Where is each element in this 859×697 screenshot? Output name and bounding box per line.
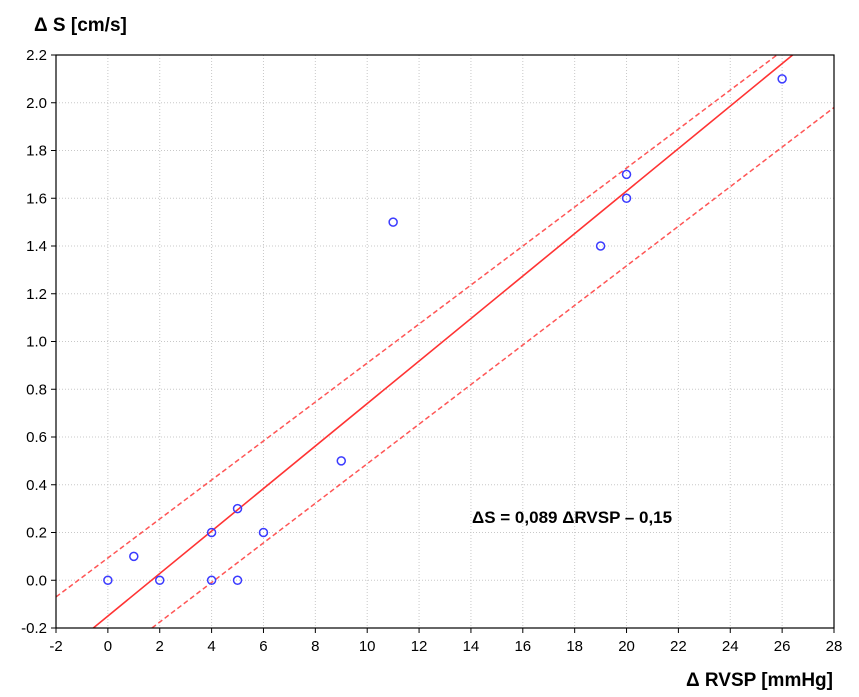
confidence-band-lower bbox=[151, 106, 834, 628]
y-tick-label: -0.2 bbox=[21, 620, 47, 637]
regression-line bbox=[92, 55, 794, 628]
confidence-band-upper bbox=[56, 55, 778, 598]
x-tick-label: 2 bbox=[156, 638, 164, 655]
x-tick-label: 10 bbox=[359, 638, 376, 655]
y-tick-label: 0.0 bbox=[26, 572, 47, 589]
y-tick-label: 0.4 bbox=[26, 477, 47, 494]
data-point bbox=[103, 575, 113, 585]
y-tick-label: 0.8 bbox=[26, 381, 47, 398]
y-tick-label: 1.0 bbox=[26, 334, 47, 351]
x-tick-label: 28 bbox=[826, 638, 843, 655]
regression-equation: ΔS = 0,089 ΔRVSP – 0,15 bbox=[472, 508, 672, 527]
data-point bbox=[206, 575, 217, 585]
x-tick-label: 12 bbox=[411, 638, 428, 655]
y-tick-label: 0.2 bbox=[26, 525, 47, 542]
x-axis-title: Δ RVSP [mmHg] bbox=[686, 670, 833, 691]
data-point bbox=[232, 503, 243, 514]
x-tick-label: 18 bbox=[566, 638, 583, 655]
data-point bbox=[621, 169, 632, 180]
data-point bbox=[336, 456, 347, 466]
x-tick-label: 16 bbox=[514, 638, 531, 655]
x-tick-label: 24 bbox=[722, 638, 739, 655]
x-tick-label: -2 bbox=[49, 638, 62, 655]
data-point bbox=[129, 551, 139, 562]
x-tick-label: 22 bbox=[670, 638, 687, 655]
x-tick-label: 14 bbox=[463, 638, 480, 655]
y-tick-label: 2.2 bbox=[26, 47, 47, 64]
x-tick-label: 4 bbox=[207, 638, 215, 655]
data-point bbox=[595, 241, 606, 251]
y-tick-label: 1.8 bbox=[26, 143, 47, 160]
y-tick-label: 1.4 bbox=[26, 238, 47, 255]
y-tick-label: 1.6 bbox=[26, 190, 47, 207]
data-point bbox=[258, 527, 269, 538]
plot-background bbox=[56, 55, 834, 628]
data-point bbox=[232, 575, 243, 585]
data-points bbox=[103, 74, 787, 585]
x-tick-label: 0 bbox=[104, 638, 112, 655]
y-tick-label: 2.0 bbox=[26, 95, 47, 112]
y-tick-label: 0.6 bbox=[26, 429, 47, 446]
data-point bbox=[777, 74, 787, 84]
x-tick-label: 8 bbox=[311, 638, 319, 655]
x-tick-label: 26 bbox=[774, 638, 791, 655]
data-point bbox=[621, 193, 632, 203]
grid-lines bbox=[56, 55, 834, 628]
x-tick-label: 20 bbox=[618, 638, 635, 655]
y-axis-ticks: -0.2 0.0 0.2 0.4 0.6 0.8 1.0 1.2 1.4 1.6 1.8 2.0 2.2 bbox=[21, 47, 56, 637]
regression-line-group bbox=[92, 55, 794, 628]
confidence-band bbox=[56, 55, 834, 628]
y-tick-label: 1.2 bbox=[26, 286, 47, 303]
data-point bbox=[154, 575, 165, 585]
x-tick-label: 6 bbox=[259, 638, 267, 655]
y-axis-title: Δ S [cm/s] bbox=[34, 15, 127, 36]
data-point bbox=[206, 527, 217, 538]
x-axis-ticks: -2 0 2 4 6 8 10 12 14 16 18 20 22 24 26 28 bbox=[49, 628, 842, 655]
data-point bbox=[388, 217, 398, 227]
